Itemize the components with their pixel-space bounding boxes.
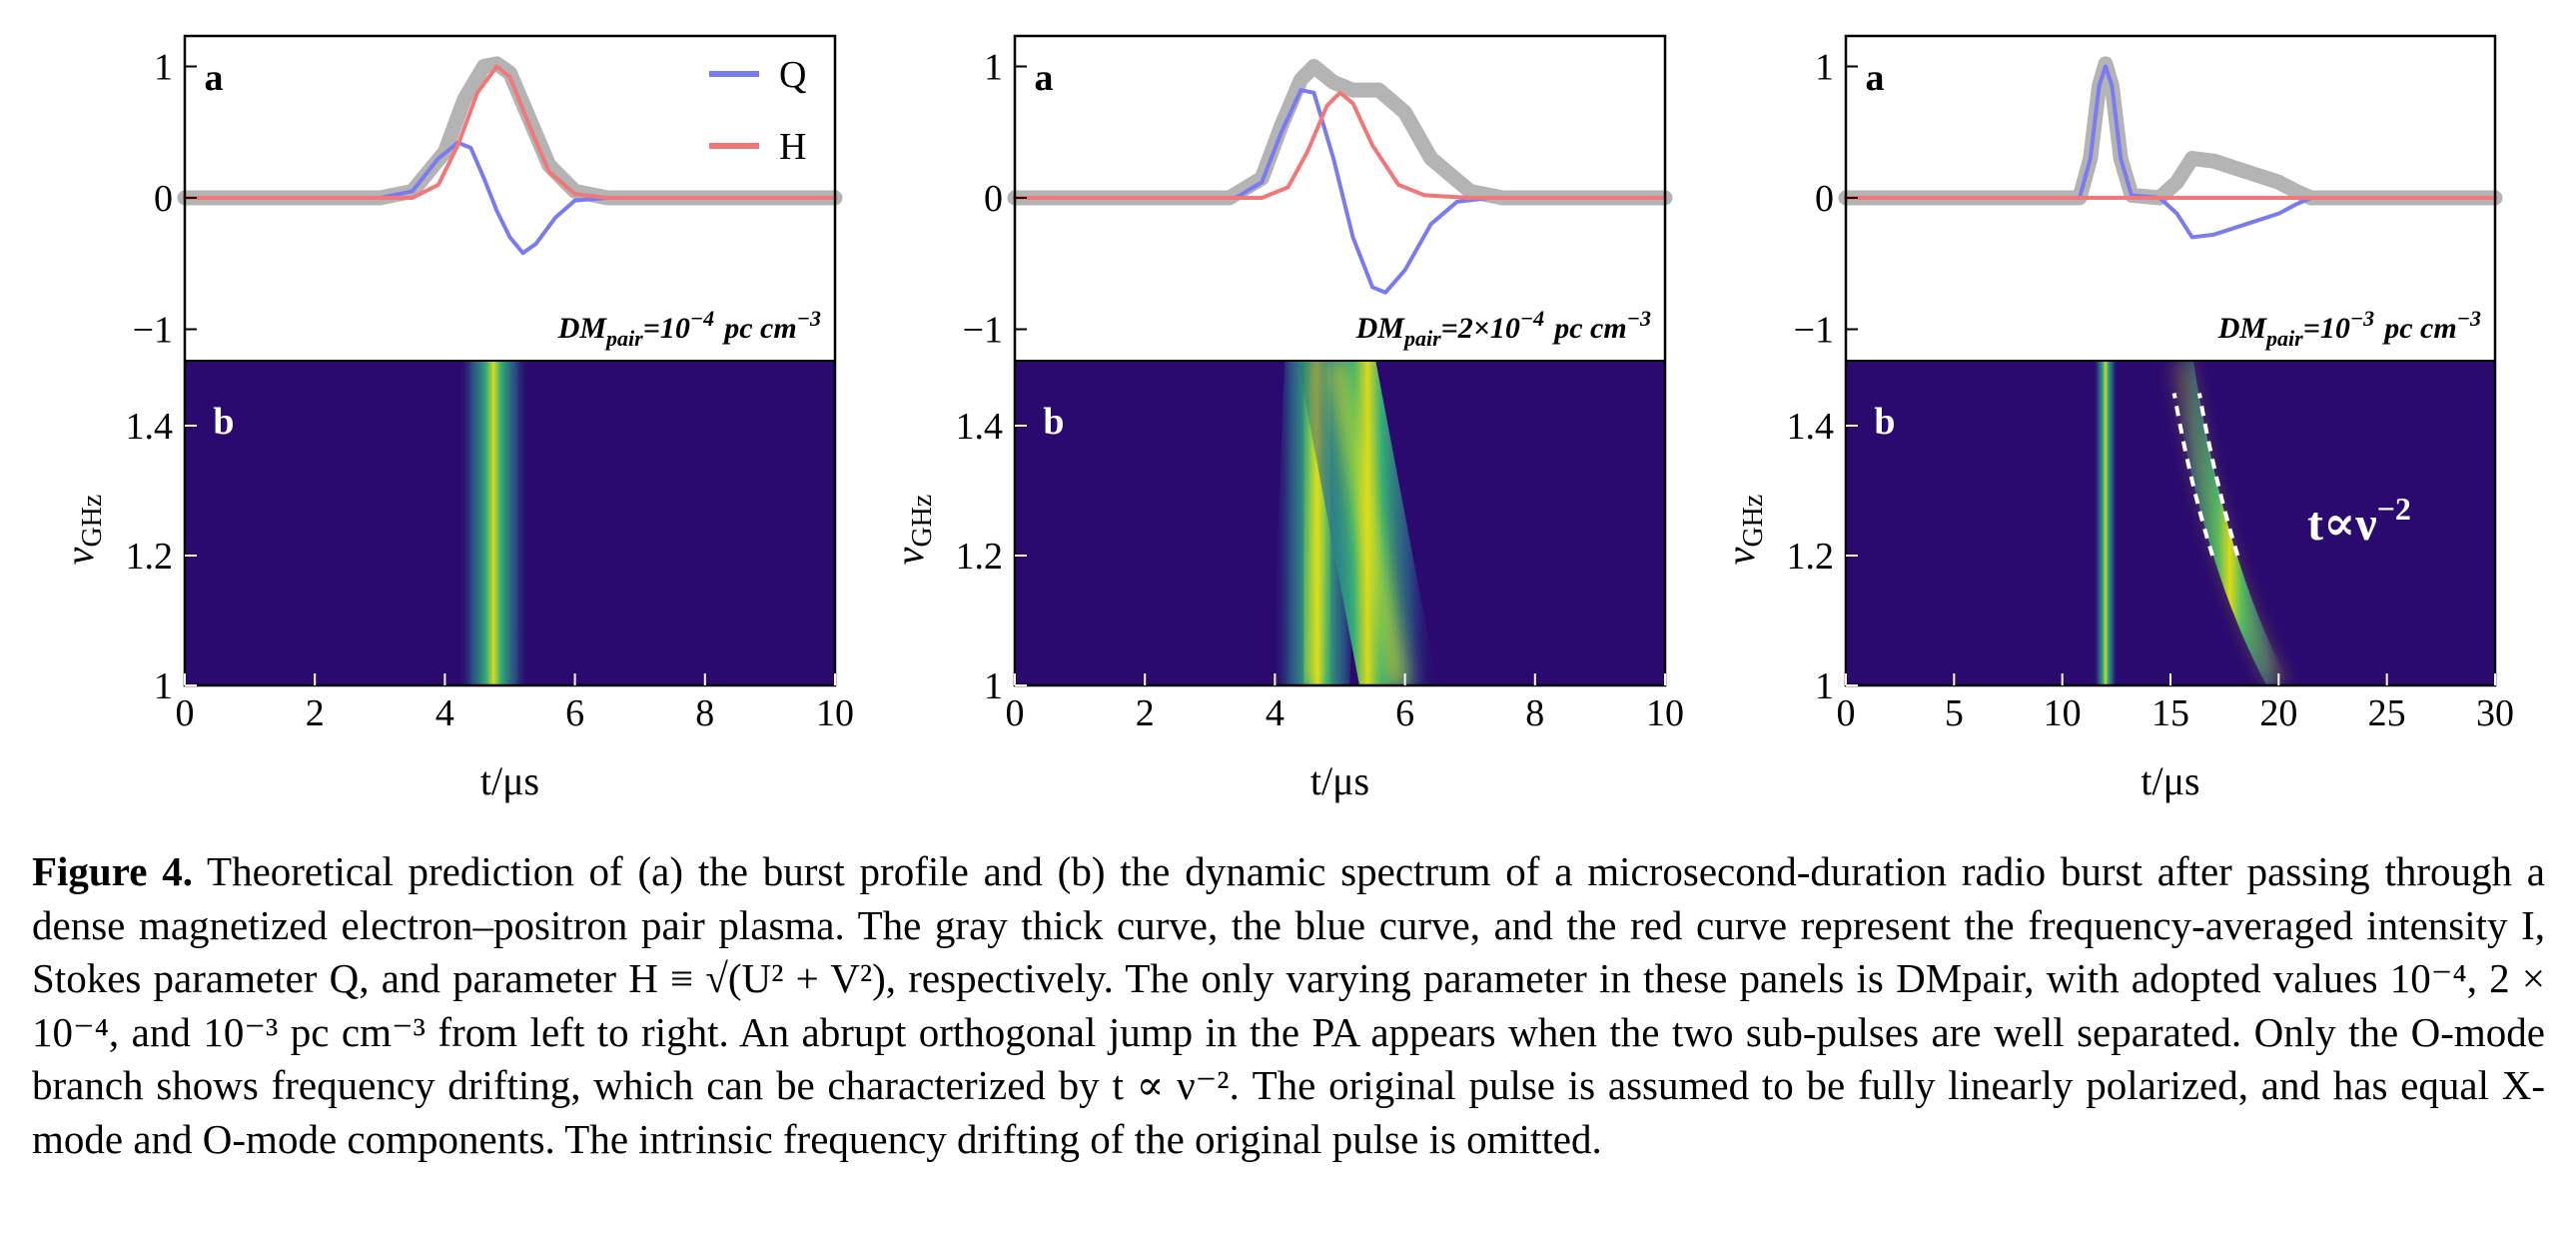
dm-annotation: DMpair=2×10−4 pc cm−3 xyxy=(1355,306,1651,351)
spectrum-ytick-label: 1.4 xyxy=(1787,406,1835,448)
spectrum-ytick-label: 1.2 xyxy=(956,536,1004,578)
caption-lead: Figure 4. xyxy=(32,848,193,894)
spectrum-ytick-label: 1.2 xyxy=(1787,536,1835,578)
xtick-label: 0 xyxy=(176,692,195,734)
legend-label-Q: Q xyxy=(779,54,806,96)
profile-ytick-label: 1 xyxy=(984,47,1003,89)
series-Q xyxy=(183,140,837,256)
legend-label-H: H xyxy=(779,126,806,168)
xtick-label: 6 xyxy=(565,692,584,734)
profile-ytick-label: 1 xyxy=(154,47,173,89)
dm-annotation: DMpair=10−3 pc cm−3 xyxy=(2217,306,2481,351)
profile-ytick-label: −1 xyxy=(1794,310,1834,352)
xtick-label: 10 xyxy=(1646,692,1684,734)
spectrum-branch-1 xyxy=(2168,361,2291,685)
profile-ytick-label: 0 xyxy=(154,178,173,220)
spectrum-ytick-label: 1 xyxy=(154,665,173,707)
spectrum-branch-core-1 xyxy=(2177,361,2281,685)
xtick-label: 2 xyxy=(306,692,325,734)
profile-ytick-label: 0 xyxy=(1815,178,1834,220)
profile-ytick-label: 0 xyxy=(984,178,1003,220)
xtick-label: 0 xyxy=(1837,692,1856,734)
xtick-label: 10 xyxy=(2044,692,2082,734)
figure-caption: Figure 4. Theoretical prediction of (a) … xyxy=(32,845,2545,1166)
xtick-label: 15 xyxy=(2151,692,2189,734)
xtick-label: 20 xyxy=(2259,692,2297,734)
series-H xyxy=(1013,90,1667,200)
xtick-label: 2 xyxy=(1136,692,1155,734)
xtick-label: 8 xyxy=(695,692,714,734)
xtick-label: 25 xyxy=(2368,692,2406,734)
drift-annotation: t∝ν−2 xyxy=(2307,491,2411,551)
spectrum-ridges xyxy=(457,361,530,685)
caption-text: Theoretical prediction of (a) the burst … xyxy=(32,848,2545,1162)
xtick-label: 5 xyxy=(1945,692,1964,734)
xtick-label: 10 xyxy=(816,692,854,734)
spectrum-ytick-label: 1.2 xyxy=(126,536,174,578)
panel-label-b: b xyxy=(1874,401,1895,443)
dm-annotation: DMpair=10−4 pc cm−3 xyxy=(557,306,821,351)
spectrum-branch-core-1 xyxy=(1329,361,1405,685)
xtick-label: 0 xyxy=(1006,692,1025,734)
xtick-label: 30 xyxy=(2476,692,2514,734)
xtick-label: 4 xyxy=(1266,692,1285,734)
panel-label-a: a xyxy=(1035,57,1054,99)
panel-label-a: a xyxy=(1866,57,1885,99)
spectrum-ridges xyxy=(1272,361,1438,685)
profile-ytick-label: −1 xyxy=(963,310,1003,352)
x-axis-label: t/μs xyxy=(2141,758,2199,803)
spectrum-ytick-label: 1 xyxy=(1815,665,1834,707)
profile-ytick-label: 1 xyxy=(1815,47,1834,89)
xtick-label: 4 xyxy=(435,692,454,734)
panel-label-b: b xyxy=(1043,401,1064,443)
y-axis-label: νGHz xyxy=(887,495,938,566)
spectrum-ridges xyxy=(2094,361,2291,685)
x-axis-label: t/μs xyxy=(480,758,539,803)
spectrum-ytick-label: 1 xyxy=(984,665,1003,707)
panel-label-b: b xyxy=(213,401,234,443)
y-axis-label: νGHz xyxy=(57,495,108,566)
xtick-label: 6 xyxy=(1395,692,1414,734)
xtick-label: 8 xyxy=(1525,692,1544,734)
panel-label-a: a xyxy=(205,57,224,99)
profile-ytick-label: −1 xyxy=(133,310,173,352)
series-H xyxy=(183,64,837,200)
spectrum-ytick-label: 1.4 xyxy=(956,406,1004,448)
spectrum-ytick-label: 1.4 xyxy=(126,406,174,448)
series-Q xyxy=(1013,88,1667,295)
x-axis-label: t/μs xyxy=(1310,758,1369,803)
spectrum-background xyxy=(1846,361,2495,685)
y-axis-label: νGHz xyxy=(1718,495,1769,566)
